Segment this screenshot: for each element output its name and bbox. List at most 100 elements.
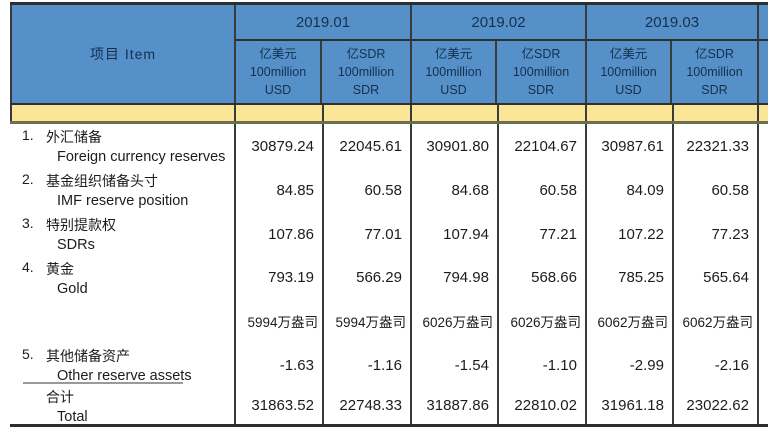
unit-sdr-scale: 100million [512,64,570,79]
band-cell [410,105,497,121]
month-header: 2019.03 [587,5,757,41]
row-number [22,387,46,407]
value-cell: 793.19 [268,269,314,286]
row-label-other-reserve-assets: 5. 其他储备资产 Other reserve assets [10,343,234,387]
row-number: 3. [22,215,34,231]
band-cell [322,105,410,121]
value-cell: -2.16 [714,356,749,374]
value-column-2019-03-usd: 30987.61 84.09 107.22 785.25 6062万盎司 -2.… [585,124,672,424]
value-column-2019-02-sdr: 22104.67 60.58 77.21 568.66 6026万盎司 -1.1… [497,124,585,424]
row-label-gold: 4. 黄金 Gold [10,256,234,299]
table-body: 1. 外汇储备 Foreign currency reserves 2. 基金组织储… [10,124,768,425]
band-cell-clipped [757,105,768,121]
next-month-column-clipped [757,5,768,103]
value-cell-gold-ounces: 6026万盎司 [422,315,493,330]
row-label-en: Other reserve assets [57,368,192,384]
item-label-column: 1. 外汇储备 Foreign currency reserves 2. 基金组织储… [10,124,234,425]
value-cell: 84.09 [626,181,664,199]
row-label-imf-reserve-position: 2. 基金组织储备头寸 IMF reserve position [10,168,234,212]
unit-header-usd: 亿美元 100million USD [236,41,322,103]
row-label-total: 合计 Total [10,387,234,425]
value-cell: -1.54 [454,356,489,374]
unit-header-sdr: 亿SDR 100million SDR [497,41,585,103]
value-column-2019-01-sdr: 22045.61 60.58 77.01 566.29 5994万盎司 -1.1… [322,124,410,424]
row-number: 1. [22,127,34,143]
unit-usd-cn: 亿美元 [259,46,297,61]
value-cell: 77.23 [711,225,749,243]
row-label-cn: 合计 [46,388,74,405]
row-label-en: SDRs [57,237,95,253]
band-cell [585,105,672,121]
item-column-header: 项目 Item [10,5,234,103]
value-cell-total: 31863.52 [251,397,314,414]
unit-usd-code: USD [615,83,642,98]
value-cell: -1.10 [542,356,577,374]
unit-header-sdr: 亿SDR 100million SDR [322,41,410,103]
unit-sdr-scale: 100million [686,64,743,79]
value-cell: 22321.33 [686,137,749,155]
value-cell: 30901.80 [426,137,489,155]
unit-sdr-cn: 亿SDR [521,46,561,61]
row-label-en: IMF reserve position [57,193,189,209]
value-column-2019-02-usd: 30901.80 84.68 107.94 794.98 6026万盎司 -1.… [410,124,497,424]
value-cell: 107.86 [268,225,314,243]
band-cell [497,105,585,121]
table-header: 项目 Item 2019.01 亿美元 100million USD 亿SDR … [10,5,768,105]
month-group-2019-02: 2019.02 亿美元 100million USD 亿SDR 100milli… [410,5,585,103]
value-cell-total: 22810.02 [514,397,577,414]
row-label-en: Foreign currency reserves [57,149,226,165]
value-cell: 794.98 [443,269,489,286]
separator-band [10,105,768,124]
row-label-cn: 外汇储备 [46,129,102,145]
row-label-en: Total [57,408,88,425]
row-label-cn: 黄金 [46,260,74,277]
value-cell: 107.94 [443,225,489,243]
month-group-2019-03: 2019.03 亿美元 100million USD 亿SDR 100milli… [585,5,757,103]
value-cell: 568.66 [531,269,577,286]
value-cell: 60.58 [364,181,402,199]
value-cell: 785.25 [618,269,664,286]
value-cell-total: 22748.33 [339,397,402,414]
value-cell-total: 23022.62 [686,397,749,414]
value-column-2019-01-usd: 30879.24 84.85 107.86 793.19 5994万盎司 -1.… [234,124,322,424]
value-cell: 107.22 [618,225,664,243]
unit-sdr-cn: 亿SDR [346,46,386,61]
row-label-cn: 其他储备资产 [46,348,130,364]
total-separator-line [23,382,183,384]
value-cell: -2.99 [629,356,664,374]
value-cell: 30879.24 [251,137,314,155]
month-group-2019-01: 2019.01 亿美元 100million USD 亿SDR 100milli… [234,5,410,103]
unit-header-sdr: 亿SDR 100million SDR [672,41,757,103]
value-cell-total: 31887.86 [426,397,489,414]
unit-usd-code: USD [440,83,467,98]
value-cell-gold-ounces: 6062万盎司 [597,315,668,330]
value-column-2019-03-sdr: 22321.33 60.58 77.23 565.64 6062万盎司 -2.1… [672,124,757,424]
band-cell [10,105,234,121]
value-cell: 22045.61 [339,137,402,155]
row-label-gold-ounces [10,299,234,343]
row-label-foreign-currency-reserves: 1. 外汇储备 Foreign currency reserves [10,124,234,168]
value-cell-gold-ounces: 5994万盎司 [335,315,406,330]
unit-usd-scale: 100million [425,64,482,79]
row-label-en: Gold [57,280,88,297]
month-header: 2019.02 [412,5,585,41]
value-cell-total: 31961.18 [601,397,664,414]
value-column-clipped [757,124,768,424]
unit-sdr-cn: 亿SDR [695,46,734,61]
band-cell [672,105,757,121]
unit-usd-scale: 100million [249,64,307,79]
value-cell: 22104.67 [514,137,577,155]
value-cell: -1.16 [367,356,402,374]
month-header-clipped [759,5,768,41]
value-cell-gold-ounces: 5994万盎司 [247,315,318,330]
band-cell [234,105,322,121]
unit-sdr-code: SDR [527,83,555,98]
reserve-assets-table: 项目 Item 2019.01 亿美元 100million USD 亿SDR … [10,2,768,427]
row-label-cn: 基金组织储备头寸 [46,173,158,189]
value-cell: 77.21 [539,225,577,243]
row-label-cn: 特别提款权 [46,217,116,233]
value-cell: 565.64 [703,269,749,286]
value-cell: 30987.61 [601,137,664,155]
value-cell-gold-ounces: 6026万盎司 [510,315,581,330]
